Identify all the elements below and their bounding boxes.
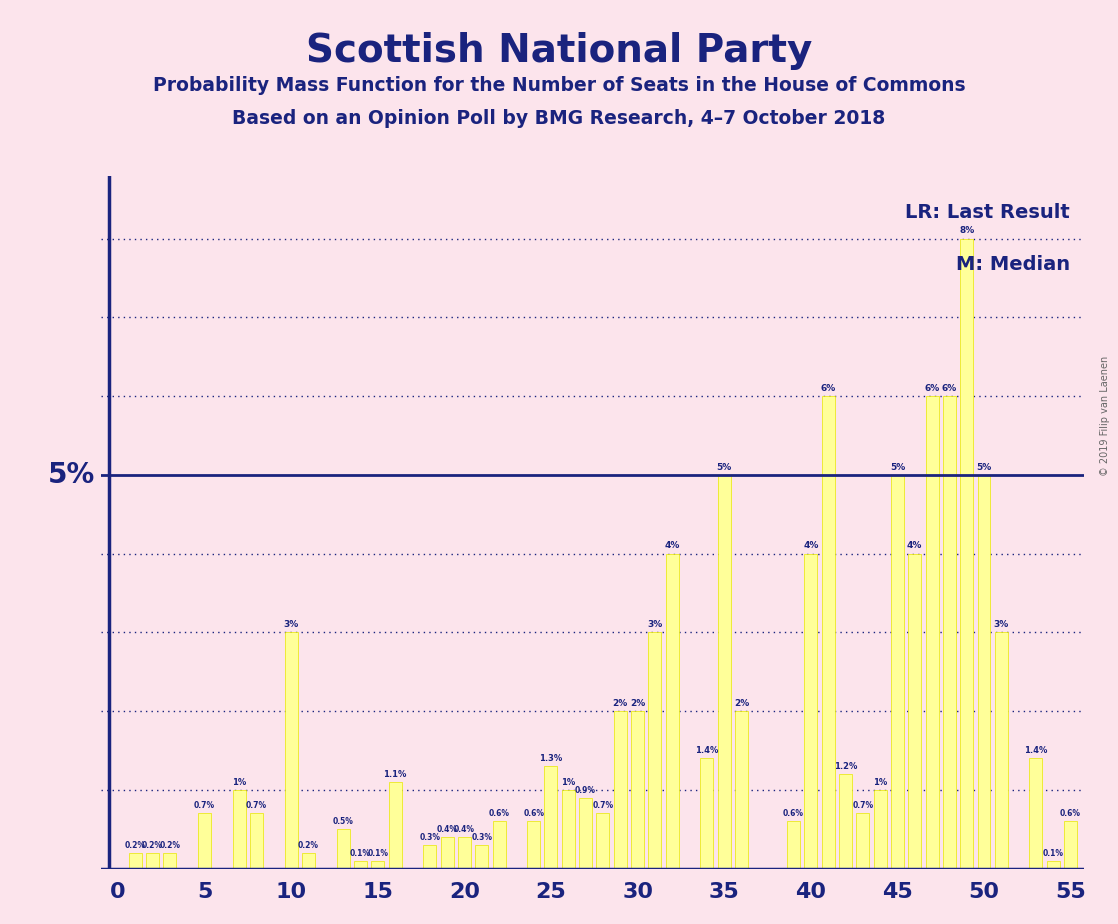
- Bar: [198, 813, 211, 869]
- Bar: [458, 837, 471, 869]
- Text: 0.2%: 0.2%: [160, 841, 180, 850]
- Bar: [648, 632, 662, 869]
- Text: Probability Mass Function for the Number of Seats in the House of Commons: Probability Mass Function for the Number…: [153, 76, 965, 95]
- Text: 0.1%: 0.1%: [367, 848, 388, 857]
- Bar: [389, 782, 401, 869]
- Text: 0.3%: 0.3%: [419, 833, 440, 842]
- Bar: [424, 845, 436, 869]
- Bar: [129, 853, 142, 869]
- Text: 0.1%: 0.1%: [350, 848, 371, 857]
- Text: 0.1%: 0.1%: [1043, 848, 1064, 857]
- Bar: [873, 790, 887, 869]
- Text: 1%: 1%: [233, 778, 246, 786]
- Text: 6%: 6%: [941, 383, 957, 393]
- Bar: [561, 790, 575, 869]
- Bar: [614, 711, 627, 869]
- Text: 6%: 6%: [821, 383, 836, 393]
- Bar: [371, 860, 385, 869]
- Text: 8%: 8%: [959, 226, 974, 236]
- Bar: [440, 837, 454, 869]
- Text: © 2019 Filip van Laenen: © 2019 Filip van Laenen: [1100, 356, 1109, 476]
- Text: 5%: 5%: [717, 463, 732, 471]
- Bar: [233, 790, 246, 869]
- Text: 1.2%: 1.2%: [834, 762, 858, 771]
- Bar: [804, 553, 817, 869]
- Bar: [856, 813, 870, 869]
- Text: 4%: 4%: [664, 541, 680, 551]
- Bar: [631, 711, 644, 869]
- Bar: [302, 853, 315, 869]
- Bar: [1046, 860, 1060, 869]
- Bar: [285, 632, 297, 869]
- Text: Scottish National Party: Scottish National Party: [306, 32, 812, 70]
- Text: 0.7%: 0.7%: [593, 801, 614, 810]
- Text: 0.6%: 0.6%: [1060, 809, 1081, 818]
- Bar: [891, 475, 903, 869]
- Text: 0.6%: 0.6%: [489, 809, 510, 818]
- Text: Based on an Opinion Poll by BMG Research, 4–7 October 2018: Based on an Opinion Poll by BMG Research…: [233, 109, 885, 128]
- Text: 0.7%: 0.7%: [852, 801, 873, 810]
- Text: 0.6%: 0.6%: [783, 809, 804, 818]
- Bar: [787, 821, 800, 869]
- Bar: [596, 813, 609, 869]
- Text: 0.4%: 0.4%: [436, 825, 457, 833]
- Text: 0.3%: 0.3%: [471, 833, 492, 842]
- Text: 2%: 2%: [733, 699, 749, 708]
- Bar: [475, 845, 489, 869]
- Text: 5%: 5%: [976, 463, 992, 471]
- Text: 1.1%: 1.1%: [383, 770, 407, 779]
- Text: 0.7%: 0.7%: [246, 801, 267, 810]
- Text: 1%: 1%: [873, 778, 888, 786]
- Bar: [665, 553, 679, 869]
- Text: 0.6%: 0.6%: [523, 809, 544, 818]
- Bar: [838, 774, 852, 869]
- Bar: [1030, 759, 1042, 869]
- Text: LR: Last Result: LR: Last Result: [904, 203, 1070, 223]
- Bar: [942, 396, 956, 869]
- Bar: [926, 396, 938, 869]
- Text: 1.4%: 1.4%: [695, 747, 719, 755]
- Bar: [493, 821, 505, 869]
- Text: 6%: 6%: [925, 383, 939, 393]
- Text: 1.3%: 1.3%: [539, 754, 562, 763]
- Bar: [163, 853, 177, 869]
- Bar: [1064, 821, 1077, 869]
- Bar: [700, 759, 713, 869]
- Text: 0.7%: 0.7%: [195, 801, 215, 810]
- Text: M: Median: M: Median: [956, 255, 1070, 274]
- Bar: [908, 553, 921, 869]
- Text: 5%: 5%: [48, 461, 95, 489]
- Bar: [579, 797, 593, 869]
- Text: 2%: 2%: [629, 699, 645, 708]
- Text: 0.2%: 0.2%: [142, 841, 163, 850]
- Bar: [544, 766, 558, 869]
- Text: 0.4%: 0.4%: [454, 825, 475, 833]
- Text: 3%: 3%: [647, 620, 663, 629]
- Bar: [718, 475, 731, 869]
- Text: 0.2%: 0.2%: [125, 841, 145, 850]
- Bar: [146, 853, 159, 869]
- Text: 0.5%: 0.5%: [333, 817, 353, 826]
- Bar: [960, 238, 973, 869]
- Text: 5%: 5%: [890, 463, 904, 471]
- Bar: [977, 475, 991, 869]
- Text: 4%: 4%: [907, 541, 922, 551]
- Bar: [528, 821, 540, 869]
- Text: 2%: 2%: [613, 699, 628, 708]
- Bar: [337, 829, 350, 869]
- Text: 1.4%: 1.4%: [1024, 747, 1048, 755]
- Text: 4%: 4%: [803, 541, 818, 551]
- Bar: [822, 396, 835, 869]
- Text: 3%: 3%: [284, 620, 299, 629]
- Text: 0.2%: 0.2%: [299, 841, 319, 850]
- Bar: [250, 813, 263, 869]
- Text: 3%: 3%: [994, 620, 1008, 629]
- Text: 0.9%: 0.9%: [575, 785, 596, 795]
- Bar: [735, 711, 748, 869]
- Bar: [354, 860, 367, 869]
- Text: 1%: 1%: [561, 778, 576, 786]
- Bar: [995, 632, 1007, 869]
